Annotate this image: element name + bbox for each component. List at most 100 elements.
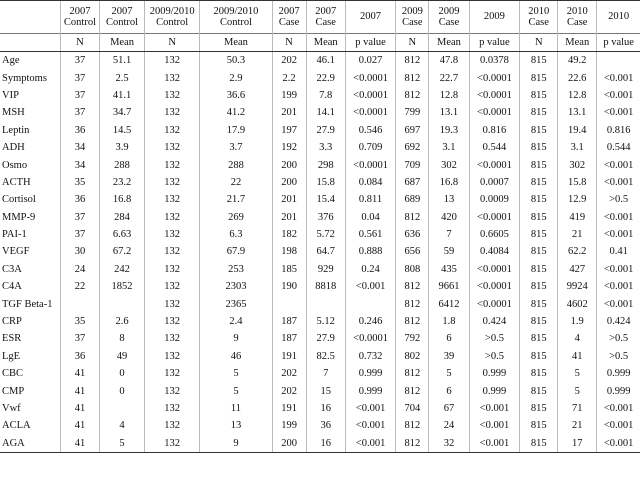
table-cell: 34.7 bbox=[99, 104, 145, 122]
table-cell: 132 bbox=[143, 295, 200, 313]
table-cell: <0.001 bbox=[596, 260, 640, 279]
table-cell: 67 bbox=[428, 399, 470, 418]
table-cell: 132 bbox=[143, 399, 200, 418]
table-cell: 36 bbox=[59, 347, 100, 366]
table-row: C3A 24 242 132 253 185 929 0.24 808 435 <0.0001 815… bbox=[0, 260, 640, 279]
table-cell: 0.084 bbox=[344, 173, 396, 192]
table-cell: <0.001 bbox=[468, 434, 520, 453]
table-cell: 812 bbox=[395, 295, 429, 313]
table-cell: 697 bbox=[395, 121, 429, 139]
table-cell: 41 bbox=[59, 434, 100, 453]
table-cell: 812 bbox=[395, 312, 429, 331]
row-label: C3A bbox=[2, 263, 22, 275]
table-cell: 302 bbox=[428, 156, 470, 174]
table-cell: 41 bbox=[59, 365, 100, 383]
table-cell: 812 bbox=[395, 208, 429, 226]
table-cell: 201 bbox=[271, 104, 307, 122]
table-cell: 202 bbox=[271, 382, 307, 400]
table-cell: 815 bbox=[519, 399, 558, 418]
table-cell: 67.2 bbox=[99, 243, 145, 261]
table-cell: 13 bbox=[199, 417, 272, 435]
table-cell: 132 bbox=[143, 86, 200, 105]
table-cell: 132 bbox=[143, 260, 200, 279]
table-cell: <0.001 bbox=[596, 295, 640, 313]
table-cell bbox=[305, 295, 346, 313]
table-cell: <0.0001 bbox=[468, 260, 520, 279]
table-cell: 288 bbox=[199, 156, 272, 174]
table-cell: <0.001 bbox=[468, 399, 520, 418]
table-cell: 288 bbox=[99, 156, 145, 174]
table-row: Symptoms 37 2.5 132 2.9 2.2 22.9 <0.0001 812 22.7… bbox=[0, 69, 640, 87]
table-cell: 815 bbox=[519, 365, 558, 383]
table-cell: 67.9 bbox=[199, 243, 272, 261]
table-cell: 5 bbox=[557, 365, 597, 383]
table-cell: 815 bbox=[519, 156, 558, 174]
table-cell: 200 bbox=[271, 434, 307, 453]
table-cell: 132 bbox=[143, 208, 200, 226]
table-cell: <0.0001 bbox=[344, 69, 396, 87]
table-cell: 21.7 bbox=[199, 191, 272, 209]
table-cell: 815 bbox=[519, 330, 558, 348]
table-cell: 13 bbox=[428, 191, 470, 209]
table-cell: 17.9 bbox=[199, 121, 272, 139]
table-cell: 132 bbox=[143, 225, 200, 244]
header-group: 2010 Case bbox=[557, 0, 597, 34]
table-cell: 0 bbox=[99, 365, 145, 383]
table-cell bbox=[59, 295, 100, 313]
table-cell: <0.001 bbox=[596, 208, 640, 226]
header-sub: N bbox=[59, 33, 100, 52]
row-label: Leptin bbox=[2, 124, 30, 136]
table-cell: <0.0001 bbox=[468, 86, 520, 105]
table-cell: 37 bbox=[59, 225, 100, 244]
table-cell: <0.001 bbox=[596, 417, 640, 435]
row-label: Age bbox=[2, 55, 20, 67]
table-cell: 815 bbox=[519, 225, 558, 244]
table-cell: 21 bbox=[557, 225, 597, 244]
header-row-groups: 2007 Control 2007 Control 2009/2010 Cont… bbox=[0, 0, 640, 34]
table-cell: 812 bbox=[395, 69, 429, 87]
table-cell: 0.544 bbox=[596, 138, 640, 157]
table-cell: 9 bbox=[199, 434, 272, 453]
table-row: C4A 22 1852 132 2303 190 8818 <0.001 812 9661 <0.0… bbox=[0, 278, 640, 296]
header-sub: p value bbox=[468, 33, 520, 52]
table-cell: <0.0001 bbox=[344, 104, 396, 122]
table-cell: 132 bbox=[143, 243, 200, 261]
row-label: ACTH bbox=[2, 176, 31, 188]
table-cell: 6.3 bbox=[199, 225, 272, 244]
table-row: VEGF 30 67.2 132 67.9 198 64.7 0.888 656 59 0.4084… bbox=[0, 243, 640, 261]
table-cell: 132 bbox=[143, 278, 200, 296]
table-cell: 799 bbox=[395, 104, 429, 122]
table-cell: 34 bbox=[59, 156, 100, 174]
table-cell: 0.999 bbox=[596, 382, 640, 400]
table-cell: 0.424 bbox=[596, 312, 640, 331]
table-cell: 284 bbox=[99, 208, 145, 226]
table-cell: 419 bbox=[557, 208, 597, 226]
table-cell: 5 bbox=[99, 434, 145, 453]
row-label: MMP-9 bbox=[2, 211, 36, 223]
table-cell: 37 bbox=[59, 104, 100, 122]
table-cell: 0.811 bbox=[344, 191, 396, 209]
table-cell: 302 bbox=[557, 156, 597, 174]
table-row: CBC 41 0 132 5 202 7 0.999 812 5 0.999 815 5 0.999 bbox=[0, 365, 640, 383]
table-row: ESR 37 8 132 9 187 27.9 <0.0001 792 6 >0.5 815 4 >0.5 bbox=[0, 330, 640, 348]
table-cell: 0.04 bbox=[344, 208, 396, 226]
table-cell: <0.0001 bbox=[468, 69, 520, 87]
header-group: 2010 bbox=[596, 0, 640, 34]
table-cell: 36.6 bbox=[199, 86, 272, 105]
table-cell: 22.9 bbox=[305, 69, 346, 87]
table-cell: 35 bbox=[59, 312, 100, 331]
table-cell: <0.0001 bbox=[468, 295, 520, 313]
table-cell: 6412 bbox=[428, 295, 470, 313]
header-sub: N bbox=[395, 33, 429, 52]
table-cell: >0.5 bbox=[596, 347, 640, 366]
table-cell: 7 bbox=[305, 365, 346, 383]
table-cell: 0.709 bbox=[344, 138, 396, 157]
table-cell: 815 bbox=[519, 417, 558, 435]
table-cell: 0.0007 bbox=[468, 173, 520, 192]
table-cell: 24 bbox=[428, 417, 470, 435]
table-cell: 0.999 bbox=[344, 365, 396, 383]
row-label: ACLA bbox=[2, 420, 31, 432]
table-cell: 812 bbox=[395, 51, 429, 70]
table-cell: 0.246 bbox=[344, 312, 396, 331]
table-row: PAI-1 37 6.63 132 6.3 182 5.72 0.561 636 7 0.6605 8… bbox=[0, 225, 640, 244]
